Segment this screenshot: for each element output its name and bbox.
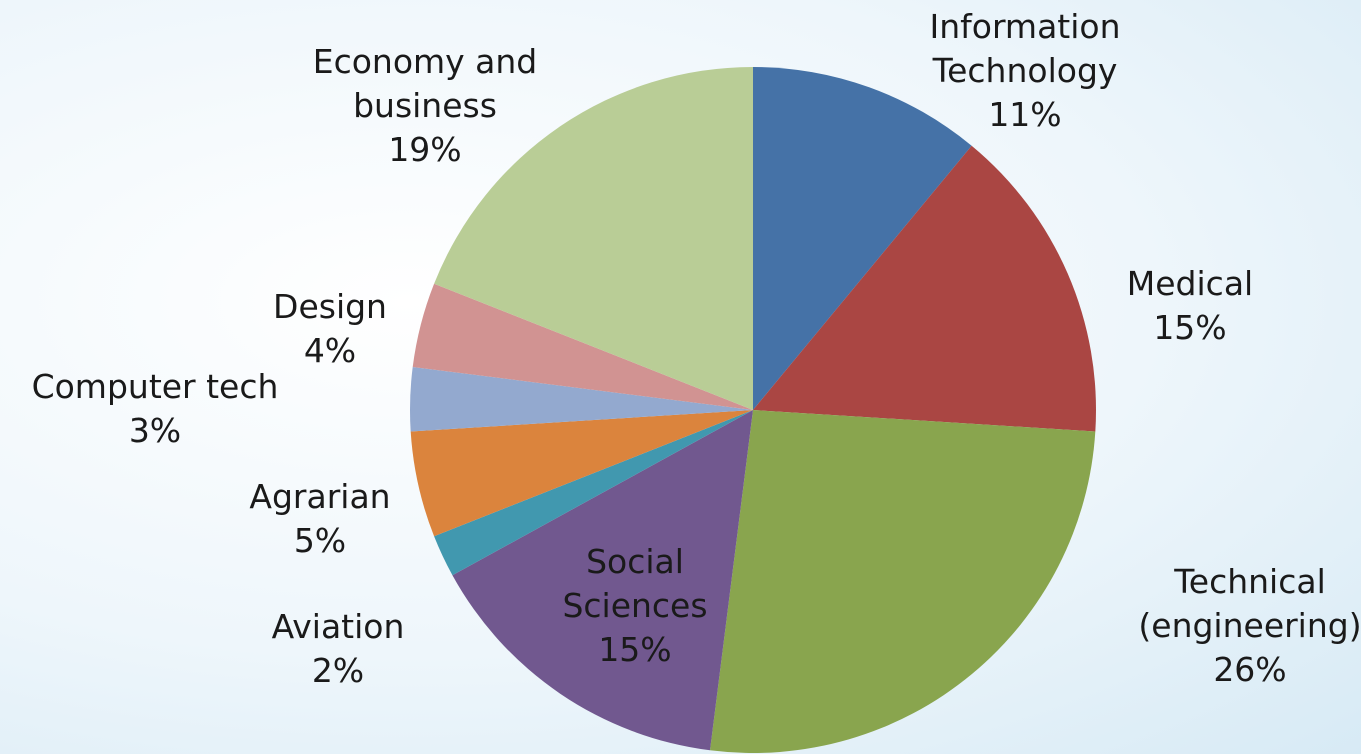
value-label: 26% xyxy=(1213,650,1287,689)
slice-label: Economy and business 19% xyxy=(285,40,565,172)
category-label: Aviation xyxy=(271,607,405,646)
pie-slice xyxy=(434,67,753,410)
category-label: Medical xyxy=(1126,264,1254,303)
category-label: Agrarian xyxy=(249,477,391,516)
value-label: 15% xyxy=(598,630,672,669)
pie-slice xyxy=(410,367,753,432)
slice-label: Computer tech 3% xyxy=(0,365,315,453)
value-label: 11% xyxy=(988,95,1062,134)
category-label: Social Sciences xyxy=(562,542,708,625)
slice-label: Information Technology 11% xyxy=(895,5,1155,137)
category-label: Information Technology xyxy=(929,7,1121,90)
value-label: 4% xyxy=(303,331,357,370)
value-label: 19% xyxy=(388,130,462,169)
category-label: Design xyxy=(273,287,387,326)
pie-slice xyxy=(452,410,753,751)
slice-label: Medical 15% xyxy=(1060,262,1320,350)
category-label: Computer tech xyxy=(31,367,279,406)
slice-label: Agrarian 5% xyxy=(200,475,440,563)
value-label: 15% xyxy=(1153,308,1227,347)
pie-slice xyxy=(753,145,1096,432)
slice-label: Social Sciences 15% xyxy=(550,540,720,672)
value-label: 3% xyxy=(128,411,182,450)
pie-slice xyxy=(410,410,753,537)
pie-slice xyxy=(710,410,1096,754)
category-label: Technical (engineering) xyxy=(1138,562,1361,645)
pie-slice xyxy=(434,410,753,576)
slice-label: Design 4% xyxy=(230,285,430,373)
slice-label: Technical (engineering) 26% xyxy=(1120,560,1361,692)
value-label: 5% xyxy=(293,521,347,560)
value-label: 2% xyxy=(311,651,365,690)
slice-label: Aviation 2% xyxy=(218,605,458,693)
pie-slice xyxy=(753,67,972,410)
category-label: Economy and business xyxy=(312,42,538,125)
pie-slice xyxy=(412,283,753,410)
